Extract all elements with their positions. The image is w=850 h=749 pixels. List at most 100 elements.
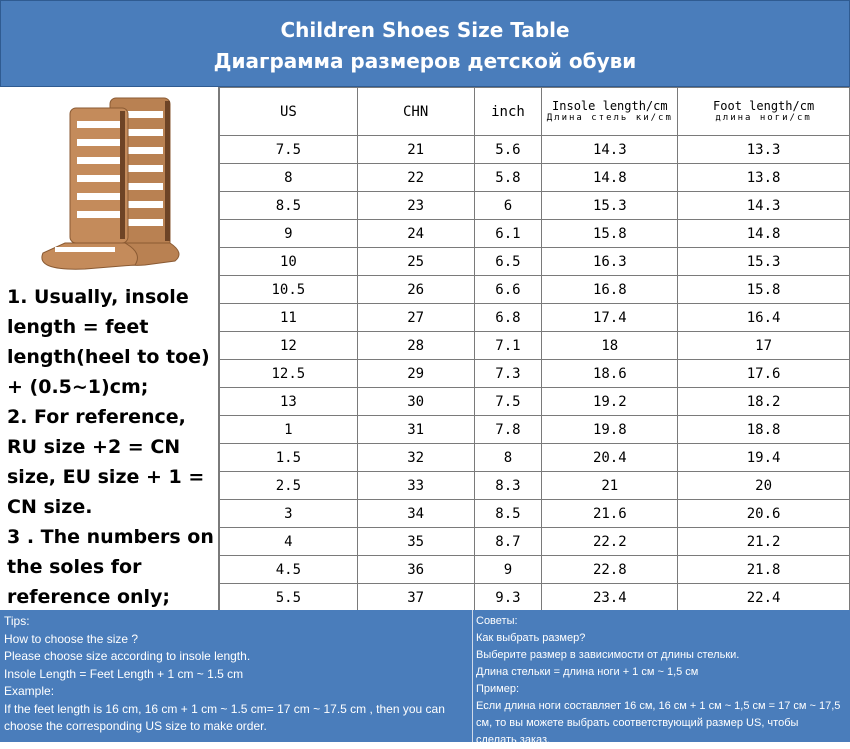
us-cell: 4.5 xyxy=(219,555,358,584)
foot-cell: 15.3 xyxy=(677,247,850,276)
inch-cell: 5.6 xyxy=(473,135,543,164)
table-row: 8.5 23 6 15.3 14.3 xyxy=(219,191,850,220)
us-cell: 13 xyxy=(219,387,358,416)
insole-cell: 16.8 xyxy=(541,275,679,304)
table-row: 1.5 32 8 20.4 19.4 xyxy=(219,443,850,472)
us-cell: 12.5 xyxy=(219,359,358,388)
insole-cell: 15.8 xyxy=(541,219,679,248)
insole-cell: 22.8 xyxy=(541,555,679,584)
tips-en-heading: Tips: xyxy=(4,614,30,628)
tips-ru-heading: Советы: xyxy=(476,615,518,627)
table-row: 5.5 37 9.3 23.4 22.4 xyxy=(219,583,850,612)
foot-cell: 16.4 xyxy=(677,303,850,332)
inch-cell: 6.5 xyxy=(473,247,543,276)
header-foot-ru: длина ноги/cm xyxy=(715,113,812,123)
size-table: US CHN inch Insole length/cm Длина стель… xyxy=(219,87,850,612)
foot-cell: 13.3 xyxy=(677,135,850,164)
header-foot-en: Foot length/cm xyxy=(713,99,815,113)
us-cell: 3 xyxy=(219,499,358,528)
table-row: 11 27 6.8 17.4 16.4 xyxy=(219,303,850,332)
us-cell: 5.5 xyxy=(219,583,358,612)
insole-cell: 20.4 xyxy=(541,443,679,472)
tips-ru-line: Выберите размер в зависимости от длины с… xyxy=(476,649,740,661)
foot-cell: 21.2 xyxy=(677,527,850,556)
table-row: 4 35 8.7 22.2 21.2 xyxy=(219,527,850,556)
chn-cell: 25 xyxy=(356,247,475,276)
insole-cell: 17.4 xyxy=(541,303,679,332)
chn-cell: 24 xyxy=(356,219,475,248)
tips-en-line: If the feet length is 16 cm, 16 cm + 1 c… xyxy=(4,701,445,734)
size-table-body: 7.5 21 5.6 14.3 13.3 8 22 5.8 14.8 13.8 8.5 23 6 15.3… xyxy=(219,135,850,612)
foot-cell: 20 xyxy=(677,471,850,500)
us-cell: 4 xyxy=(219,527,358,556)
left-panel: 1. Usually, insole length = feet length(… xyxy=(0,87,219,610)
chn-cell: 34 xyxy=(356,499,475,528)
foot-cell: 14.3 xyxy=(677,191,850,220)
inch-cell: 7.8 xyxy=(473,415,543,444)
us-cell: 11 xyxy=(219,303,358,332)
title-russian: Диаграмма размеров детской обуви xyxy=(213,49,637,73)
table-row: 10.5 26 6.6 16.8 15.8 xyxy=(219,275,850,304)
us-cell: 1 xyxy=(219,415,358,444)
table-row: 10 25 6.5 16.3 15.3 xyxy=(219,247,850,276)
header-chn: CHN xyxy=(356,87,475,136)
foot-cell: 17.6 xyxy=(677,359,850,388)
table-row: 1 31 7.8 19.8 18.8 xyxy=(219,415,850,444)
tips-divider xyxy=(472,610,473,742)
tips-ru-line: Как выбрать размер? xyxy=(476,632,586,644)
tips-en-line: Example: xyxy=(4,684,55,698)
foot-cell: 17 xyxy=(677,331,850,360)
note-item-3: 3 . The numbers on the soles for referen… xyxy=(7,526,214,608)
us-cell: 10.5 xyxy=(219,275,358,304)
table-row: 13 30 7.5 19.2 18.2 xyxy=(219,387,850,416)
inch-cell: 8 xyxy=(473,443,543,472)
table-row: 9 24 6.1 15.8 14.8 xyxy=(219,219,850,248)
insole-cell: 18 xyxy=(541,331,679,360)
inch-cell: 8.3 xyxy=(473,471,543,500)
tips-en-line: Insole Length = Feet Length + 1 cm ~ 1.5… xyxy=(4,666,244,681)
inch-cell: 9.3 xyxy=(473,583,543,612)
header-us: US xyxy=(219,87,358,136)
header-foot-length: Foot length/cm длина ноги/cm xyxy=(677,87,850,136)
insole-cell: 21.6 xyxy=(541,499,679,528)
inch-cell: 7.1 xyxy=(473,331,543,360)
tips-en-line: Please choose size according to insole l… xyxy=(4,649,251,663)
table-row: 7.5 21 5.6 14.3 13.3 xyxy=(219,135,850,164)
tips-ru-line: Пример: xyxy=(476,683,520,695)
insole-cell: 14.3 xyxy=(541,135,679,164)
table-row: 3 34 8.5 21.6 20.6 xyxy=(219,499,850,528)
size-notes: 1. Usually, insole length = feet length(… xyxy=(7,282,219,612)
tips-english: Tips: How to choose the size ? Please ch… xyxy=(4,613,470,736)
chn-cell: 33 xyxy=(356,471,475,500)
us-cell: 7.5 xyxy=(219,135,358,164)
foot-cell: 13.8 xyxy=(677,163,850,192)
table-row: 8 22 5.8 14.8 13.8 xyxy=(219,163,850,192)
inch-cell: 7.5 xyxy=(473,387,543,416)
tips-ru-line: Длина стельки = длина ноги + 1 см ~ 1,5 … xyxy=(476,666,699,678)
us-cell: 1.5 xyxy=(219,443,358,472)
foot-cell: 18.8 xyxy=(677,415,850,444)
table-row: 12.5 29 7.3 18.6 17.6 xyxy=(219,359,850,388)
foot-cell: 21.8 xyxy=(677,555,850,584)
table-header-row: US CHN inch Insole length/cm Длина стель… xyxy=(219,87,850,136)
gladiator-sandal-icon xyxy=(41,97,180,270)
title-english: Children Shoes Size Table xyxy=(280,18,570,42)
tips-en-line: How to choose the size ? xyxy=(4,631,139,646)
us-cell: 8.5 xyxy=(219,191,358,220)
inch-cell: 5.8 xyxy=(473,163,543,192)
note-item-1: 1. Usually, insole length = feet length(… xyxy=(7,286,210,398)
inch-cell: 6.1 xyxy=(473,219,543,248)
foot-cell: 19.4 xyxy=(677,443,850,472)
page-header: Children Shoes Size Table Диаграмма разм… xyxy=(0,0,850,87)
us-cell: 12 xyxy=(219,331,358,360)
foot-cell: 15.8 xyxy=(677,275,850,304)
chn-cell: 31 xyxy=(356,415,475,444)
chn-cell: 32 xyxy=(356,443,475,472)
insole-cell: 14.8 xyxy=(541,163,679,192)
chn-cell: 29 xyxy=(356,359,475,388)
tips-ru-line: Если длина ноги составляет 16 см, 16 см … xyxy=(476,700,841,746)
header-insole-en: Insole length/cm xyxy=(552,99,668,113)
note-item-2: 2. For reference, RU size +2 = CN size, … xyxy=(7,406,205,518)
chn-cell: 26 xyxy=(356,275,475,304)
header-inch: inch xyxy=(473,87,543,136)
